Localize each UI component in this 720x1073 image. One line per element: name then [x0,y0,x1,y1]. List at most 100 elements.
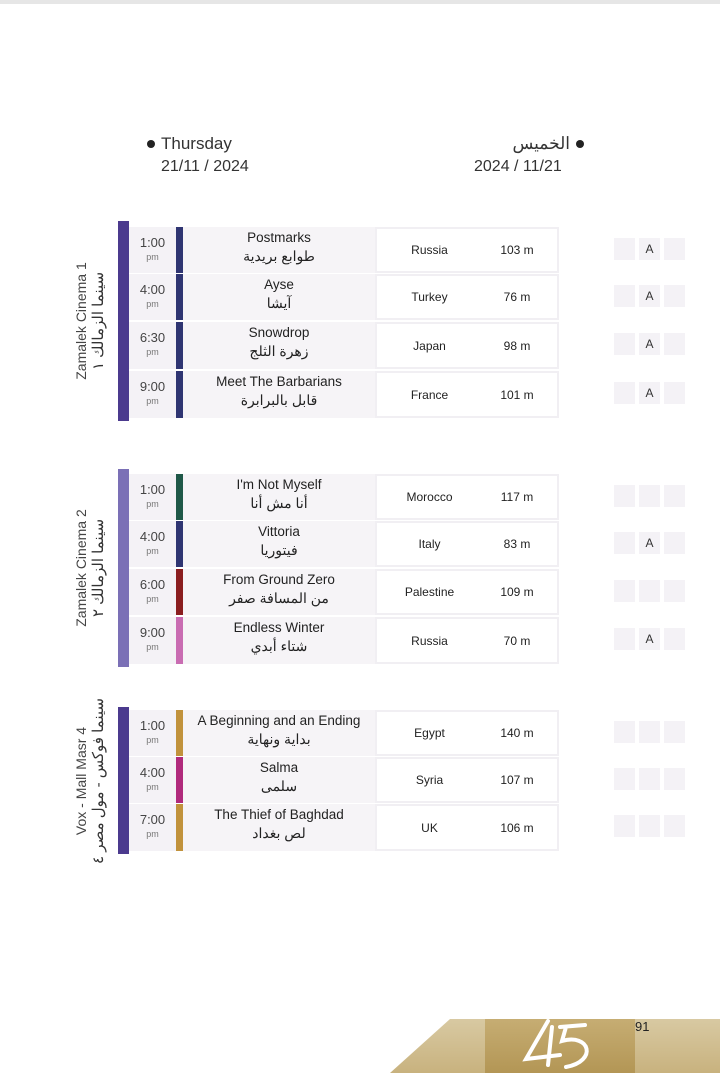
title-en: Snowdrop [248,325,310,340]
film-info: Morocco 117 m [375,474,559,520]
title-en: Ayse [264,277,294,292]
rating-box [614,815,635,837]
ampm: pm [146,782,159,792]
title-en: Meet The Barbarians [216,374,342,389]
rating-box [614,485,635,507]
film-info: Syria 107 m [375,757,559,803]
film-title: Endless Winter شتاء أبدي [183,617,375,664]
country: Palestine [404,585,455,599]
rating-box: A [639,285,660,307]
venue-name-en: Zamalek Cinema 2 [73,509,89,627]
rating-box [614,532,635,554]
rating-boxes [614,485,685,507]
header-english-date: Thursday 21/11 / 2024 [147,134,249,176]
duration: 70 m [503,633,531,648]
showtime: 6:30 pm [129,322,176,369]
rating-boxes [614,580,685,602]
rating-boxes: A [614,382,685,404]
screening-row: 1:00 pm I'm Not Myself أنا مش أنا Morocco 1… [129,474,685,520]
time: 6:00 [139,577,166,592]
page-number: 91 [635,1019,650,1034]
screening-row: 4:00 pm Ayse آيشا Turkey 76 m A [129,274,685,320]
rating-box [639,768,660,790]
section-color-bar [176,371,183,418]
rating-box [664,382,685,404]
rating-box [614,238,635,260]
country: Russia [411,243,448,257]
title-en: Vittoria [258,524,300,539]
country: UK [421,820,438,835]
title-en: I'm Not Myself [236,477,322,492]
venue-schedule: Zamalek Cinema 2 سينما الزمالك ٢ 1:00 pm … [73,469,685,667]
time: 1:00 [139,482,166,497]
screening-row: 1:00 pm A Beginning and an Ending بداية ون… [129,710,685,756]
section-color-bar [176,521,183,567]
ampm: pm [146,396,159,406]
venue-name-ar: سينما فوكس - مول مصر ٤ [90,697,108,864]
country: Turkey [411,290,448,304]
section-color-bar [176,322,183,369]
section-color-bar [176,710,183,756]
ampm: pm [146,299,159,309]
rating-box [664,768,685,790]
rating-box: A [639,333,660,355]
film-info: Russia 70 m [375,617,559,664]
rating-box [639,721,660,743]
duration: 117 m [500,490,534,504]
section-color-bar [176,757,183,803]
rating-box [664,285,685,307]
section-color-bar [176,617,183,664]
film-title: I'm Not Myself أنا مش أنا [183,474,375,520]
screening-row: 7:00 pm The Thief of Baghdad لص بغداد UK 10… [129,804,685,851]
showtime: 1:00 pm [129,710,176,756]
date-label-ar: 2024 / 11/21 [474,158,562,175]
rating-boxes: A [614,628,685,650]
venue-name-en: Zamalek Cinema 1 [73,262,89,380]
rating-box [664,628,685,650]
ampm: pm [146,735,159,745]
duration: 109 m [500,585,534,599]
film-title: Meet The Barbarians قابل بالبرابرة [183,371,375,418]
showtime: 7:00 pm [129,804,176,851]
venue-bar [118,707,129,854]
ampm: pm [146,546,159,556]
title-en: Postmarks [247,230,311,245]
time: 1:00 [139,235,166,250]
film-title: A Beginning and an Ending بداية ونهاية [183,710,375,756]
rating-box [639,580,660,602]
rating-box [639,815,660,837]
duration: 103 m [500,243,534,257]
venue-name-en: Vox - Mall Masr 4 [73,726,90,835]
country: Russia [411,633,448,648]
header-arabic-date: الخميس 2024 / 11/21 [474,134,584,176]
film-title: From Ground Zero من المسافة صفر [183,569,375,615]
rating-boxes [614,768,685,790]
screening-row: 4:00 pm Salma سلمى Syria 107 m [129,757,685,803]
venue-label: Vox - Mall Masr 4 سينما فوكس - مول مصر ٤ [60,698,120,864]
festival-45-logo [522,1019,589,1069]
screening-row: 6:00 pm From Ground Zero من المسافة صفر Pa… [129,569,685,615]
title-en: From Ground Zero [223,572,335,587]
rating-box [664,532,685,554]
showtime: 4:00 pm [129,521,176,567]
venue-schedule: Zamalek Cinema 1 سينما الزمالك ١ 1:00 pm … [73,221,685,421]
date-label: 21/11 / 2024 [161,158,249,175]
title-ar: لص بغداد [252,825,306,841]
rating-box: A [639,238,660,260]
screening-row: 1:00 pm Postmarks طوابع بريدية Russia 103 m… [129,227,685,273]
title-en: Salma [259,760,299,775]
rating-box [639,485,660,507]
day-label-ar: الخميس [512,134,570,153]
venue-label: Zamalek Cinema 1 سينما الزمالك ١ [60,221,120,421]
rating-box [664,721,685,743]
title-en: The Thief of Baghdad [214,807,344,822]
time: 6:30 [139,330,166,345]
country: France [410,387,449,402]
film-info: Turkey 76 m [375,274,559,320]
country: Japan [413,338,446,353]
rating-box [614,721,635,743]
country: Morocco [406,490,453,504]
rating-box: A [639,532,660,554]
film-title: Ayse آيشا [183,274,375,320]
venue-schedule: Vox - Mall Masr 4 سينما فوكس - مول مصر ٤… [73,698,685,863]
